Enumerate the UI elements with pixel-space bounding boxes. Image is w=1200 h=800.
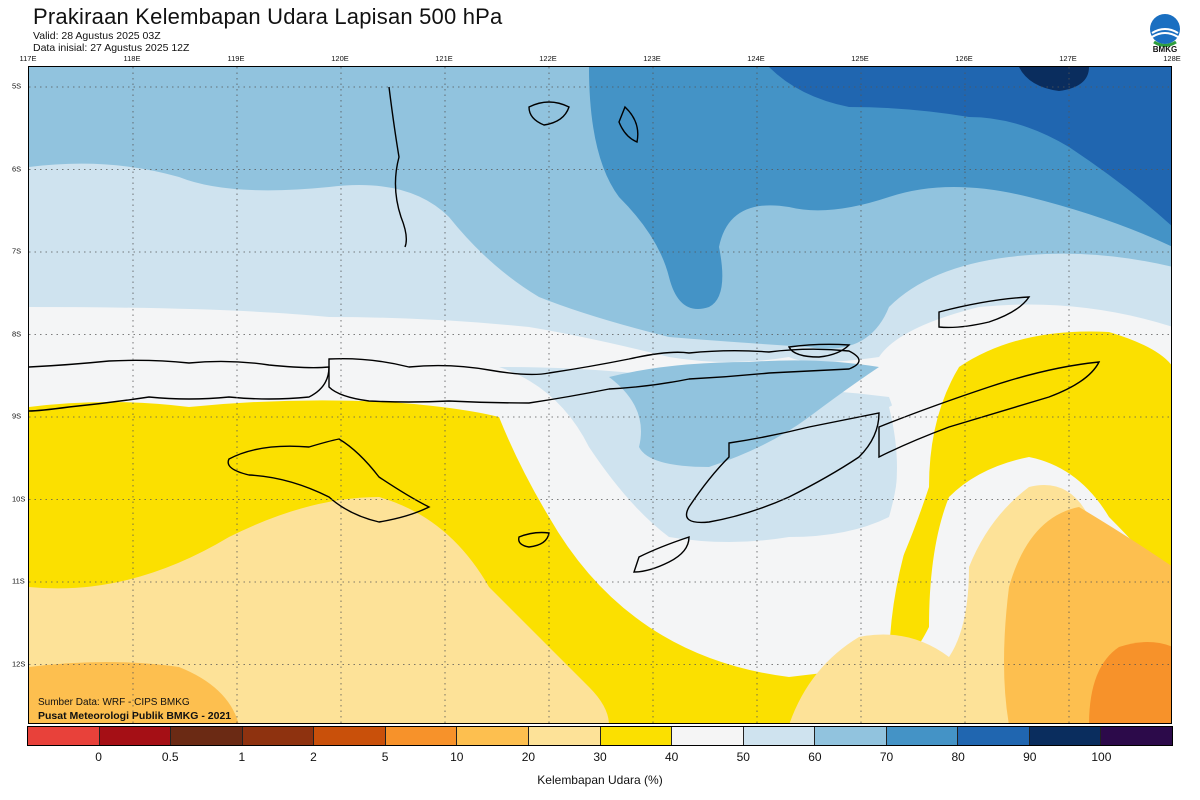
colorbar-segment xyxy=(1101,727,1172,745)
colorbar-label: 1 xyxy=(238,750,246,764)
island-north-small xyxy=(528,101,570,126)
colorbar-label: 2 xyxy=(310,750,317,764)
graticule xyxy=(29,67,1171,723)
island-sumba xyxy=(227,438,431,523)
colorbar-segment xyxy=(457,727,529,745)
lon-tick-label: 120E xyxy=(331,54,349,63)
lat-tick-label: 8S xyxy=(12,329,22,338)
humidity-field xyxy=(29,67,1171,723)
colorbar-label: 0.5 xyxy=(161,750,179,764)
lat-tick-label: 11S xyxy=(12,576,25,586)
zone-70-80 xyxy=(589,67,1171,309)
island-flores xyxy=(328,348,860,404)
lat-tick-label: 9S xyxy=(12,411,22,421)
colorbar xyxy=(27,726,1173,746)
zone-5-10 xyxy=(1089,642,1171,723)
initial-time: Data inisial: 27 Agustus 2025 12Z xyxy=(33,42,190,54)
lon-tick-label: 127E xyxy=(1059,54,1077,63)
zone-30-40-east xyxy=(889,331,1171,667)
island-alor xyxy=(787,343,851,358)
zone-60-70-center xyxy=(609,360,879,467)
colorbar-segment xyxy=(958,727,1030,745)
zone-80-90 xyxy=(769,67,1171,226)
lat-tick-label: 12S xyxy=(12,659,26,668)
colorbar-label: 40 xyxy=(664,750,679,764)
lon-tick-label: 118E xyxy=(123,54,141,63)
page-title: Prakiraan Kelembapan Udara Lapisan 500 h… xyxy=(33,4,503,29)
lat-tick-label: 7S xyxy=(12,246,22,256)
bmkg-logo-icon xyxy=(1150,14,1180,47)
lat-tick-label: 10S xyxy=(12,494,26,503)
colorbar-title: Kelembapan Udara (%) xyxy=(537,773,663,787)
island-timor xyxy=(685,412,880,524)
source-credit: Pusat Meteorologi Publik BMKG - 2021 xyxy=(38,710,232,722)
valid-time: Valid: 28 Agustus 2025 03Z xyxy=(33,30,161,42)
island-sumbawa xyxy=(29,359,330,412)
island-sawu xyxy=(518,531,550,548)
coastlines xyxy=(29,86,1101,573)
colorbar-segment xyxy=(385,727,458,745)
colorbar-segment xyxy=(99,727,172,745)
colorbar-segment xyxy=(815,727,887,745)
lat-tick-label: 6S xyxy=(12,164,22,173)
lon-tick-label: 124E xyxy=(747,54,765,63)
lon-tick-label: 126E xyxy=(955,54,973,63)
island-wetar xyxy=(938,296,1031,329)
source-data: Sumber Data: WRF - CIPS BMKG xyxy=(38,697,190,708)
zone-90-100 xyxy=(1019,67,1089,91)
lon-tick-label: 122E xyxy=(539,54,557,63)
lon-tick-label: 119E xyxy=(227,54,245,63)
humidity-map xyxy=(28,66,1172,724)
lon-tick-label: 121E xyxy=(435,54,453,63)
island-timor-east xyxy=(878,361,1101,459)
colorbar-segment xyxy=(242,727,315,745)
colorbar-segment xyxy=(528,727,601,745)
island-buton xyxy=(618,105,639,143)
colorbar-segment xyxy=(28,727,100,745)
colorbar-label: 30 xyxy=(593,750,607,764)
colorbar-label: 0 xyxy=(95,750,102,764)
colorbar-label: 90 xyxy=(1023,750,1037,764)
colorbar-label: 70 xyxy=(879,750,894,764)
zone-40-50-band xyxy=(509,367,959,637)
logo-label: BMKG xyxy=(1152,45,1178,54)
colorbar-segment xyxy=(314,727,386,745)
colorbar-segment xyxy=(743,727,816,745)
island-sulawesi-south xyxy=(388,86,408,248)
colorbar-label: 100 xyxy=(1091,750,1112,764)
colorbar-label: 60 xyxy=(808,750,822,764)
colorbar-segment xyxy=(672,727,744,745)
lon-tick-label: 123E xyxy=(643,54,661,63)
colorbar-segment xyxy=(171,727,243,745)
lon-tick-label: 125E xyxy=(851,54,869,63)
colorbar-segment xyxy=(886,727,959,745)
island-rote xyxy=(633,536,690,573)
colorbar-label: 20 xyxy=(521,750,536,764)
colorbar-label: 50 xyxy=(736,750,750,764)
colorbar-label: 80 xyxy=(951,750,965,764)
colorbar-segment xyxy=(600,727,673,745)
colorbar-label: 5 xyxy=(381,750,389,764)
lon-tick-label: 117E xyxy=(19,54,37,63)
lat-tick-label: 5S xyxy=(12,81,22,91)
zone-10-20-west xyxy=(29,662,239,723)
colorbar-label: 10 xyxy=(450,750,464,764)
colorbar-segment xyxy=(1029,727,1102,745)
lon-tick-label: 128E xyxy=(1163,54,1181,63)
